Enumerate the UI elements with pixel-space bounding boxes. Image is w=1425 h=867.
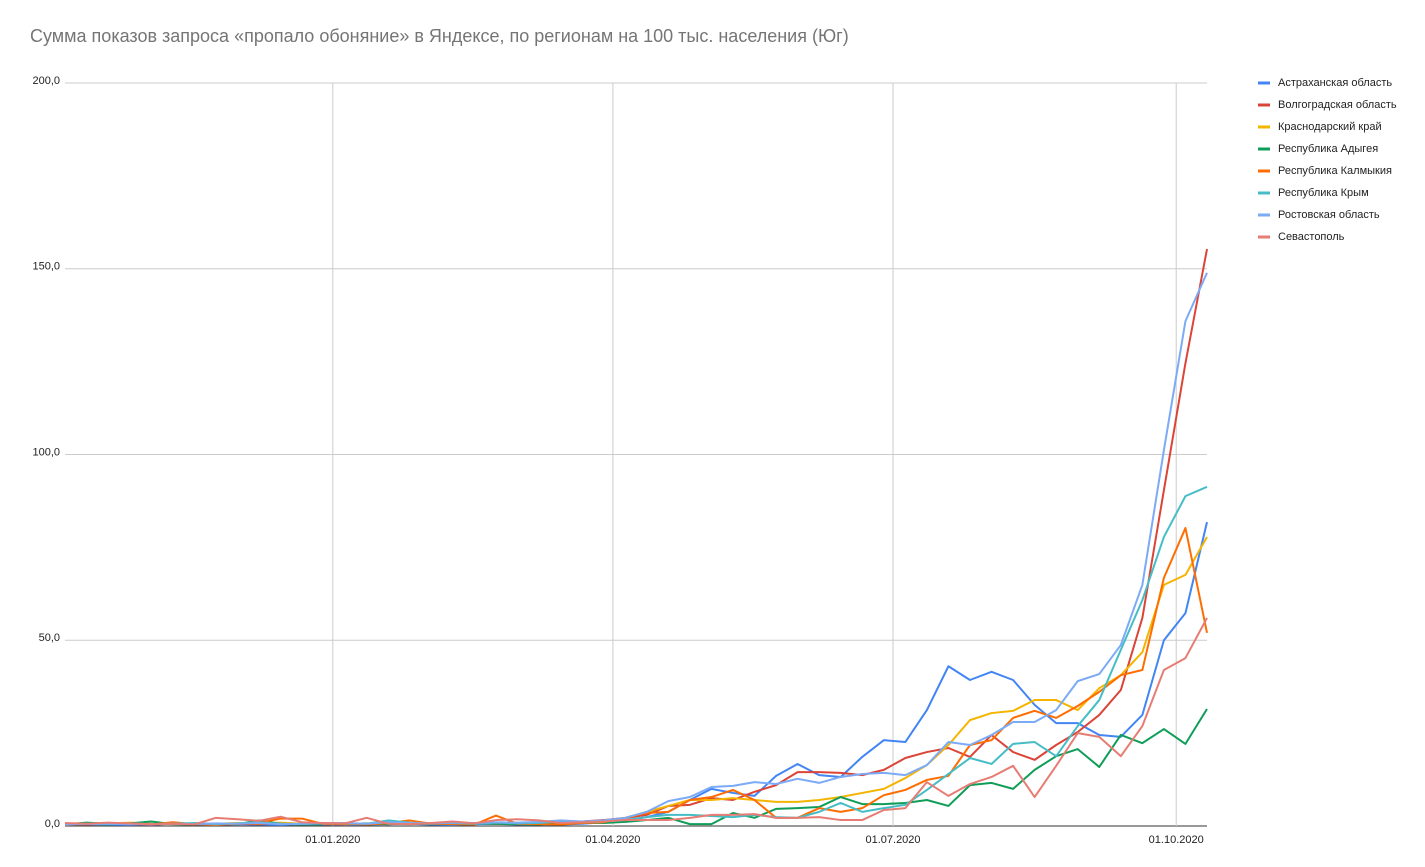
lines: [64, 248, 1208, 826]
series-line: [64, 272, 1208, 826]
legend-label: Волгоградская область: [1278, 99, 1397, 111]
chart-title: Сумма показов запроса «пропало обоняние»…: [30, 26, 849, 46]
legend-label: Астраханская область: [1278, 77, 1392, 89]
series-line: [64, 536, 1208, 826]
series-line: [64, 617, 1208, 826]
series-line: [64, 248, 1208, 826]
y-tick-label: 50,0: [39, 632, 60, 644]
series-line: [64, 485, 1208, 826]
legend-label: Севастополь: [1278, 231, 1345, 243]
x-tick-label: 01.10.2020: [1149, 834, 1204, 846]
y-tick-label: 0,0: [45, 818, 60, 830]
series-line: [64, 527, 1208, 826]
x-tick-label: 01.07.2020: [865, 834, 920, 846]
x-tick-label: 01.01.2020: [305, 834, 360, 846]
legend-label: Республика Крым: [1278, 187, 1369, 199]
y-tick-label: 150,0: [32, 261, 60, 273]
legend-label: Ростовская область: [1278, 209, 1380, 221]
grid: 0,0 50,0 100,0 150,0 200,0 01.01.2020 01.04.20…: [32, 75, 1207, 846]
legend-label: Республика Калмыкия: [1278, 165, 1392, 177]
series-line: [64, 708, 1208, 826]
y-tick-label: 100,0: [32, 446, 60, 458]
series-line: [64, 521, 1208, 826]
y-tick-label: 200,0: [32, 75, 60, 87]
legend: Астраханская область Волгоградская област…: [1258, 77, 1397, 243]
legend-label: Республика Адыгея: [1278, 143, 1378, 155]
x-tick-label: 01.04.2020: [585, 834, 640, 846]
legend-label: Краснодарский край: [1278, 121, 1382, 133]
